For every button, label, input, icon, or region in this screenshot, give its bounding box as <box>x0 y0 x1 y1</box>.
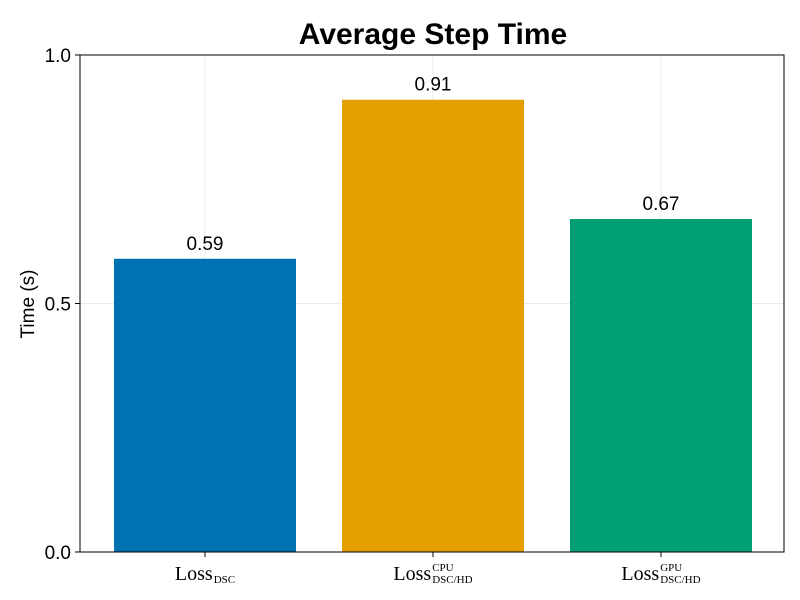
y-tick-label: 0.5 <box>45 295 71 316</box>
y-axis-label: Time (s) <box>18 270 39 339</box>
y-tick-label: 0.0 <box>45 543 71 564</box>
bar-value-label: 0.91 <box>415 75 452 96</box>
bar <box>570 219 752 552</box>
x-tick-label: Loss DSC <box>175 563 235 586</box>
x-tick-label-subscript: DSC/HD <box>660 574 700 586</box>
x-tick-label-base: Loss <box>175 563 213 585</box>
x-tick-label-subscript: DSC <box>214 574 235 586</box>
x-tick-label-base: Loss <box>393 563 431 585</box>
bar-value-label: 0.59 <box>187 234 224 255</box>
x-tick-label-subscript: DSC/HD <box>432 574 472 586</box>
bar <box>342 99 524 552</box>
y-axis-ticks: 0.0 0.5 1.0 <box>45 46 80 564</box>
bar <box>114 258 296 552</box>
x-tick-label-superscript: GPU <box>660 562 682 574</box>
chart-title: Average Step Time <box>299 18 567 51</box>
x-tick-label-base: Loss <box>621 563 659 585</box>
x-tick-label-superscript: CPU <box>432 562 453 574</box>
bar-value-label: 0.67 <box>643 194 680 215</box>
y-tick-label: 1.0 <box>45 46 71 67</box>
bars <box>114 99 752 552</box>
data-labels: 0.59 0.91 0.67 <box>187 75 680 255</box>
